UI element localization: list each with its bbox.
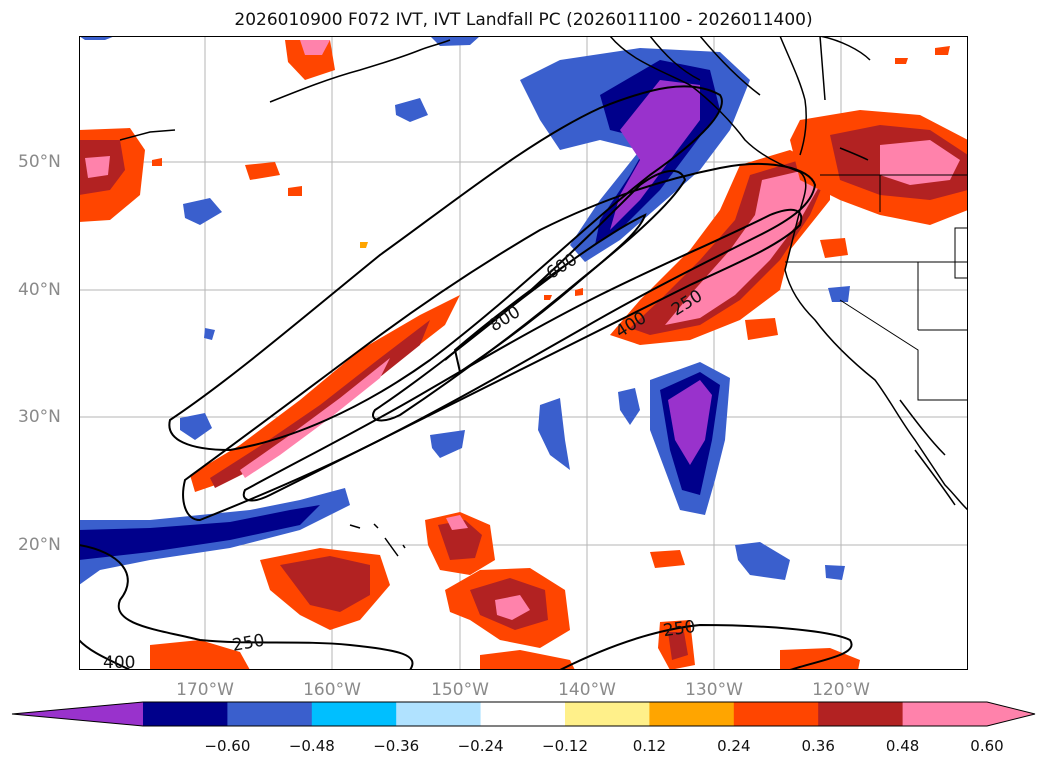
lon-label-150w: 150°W: [431, 680, 489, 700]
lat-label-40n: 40°N: [18, 280, 61, 300]
contour-label-250-east: 250: [662, 617, 697, 641]
colorbar-tick-label: 0.48: [885, 737, 920, 755]
colorbar-tick-label: −0.36: [373, 737, 420, 755]
map-frame: [79, 36, 968, 670]
colorbar-tick-label: −0.48: [288, 737, 335, 755]
colorbar-tick-label: 0.12: [632, 737, 667, 755]
political-borders: [785, 174, 968, 401]
lat-label-30n: 30°N: [18, 407, 61, 427]
lat-label-50n: 50°N: [18, 152, 61, 172]
colorbar-segment: [649, 702, 735, 726]
colorbar-segment: [227, 702, 313, 726]
colorbar-extend-max: [987, 702, 1035, 726]
colorbar-segment: [311, 702, 397, 726]
colorbar-tick-label: 0.60: [970, 737, 1004, 755]
colorbar-segment: [565, 702, 650, 726]
colorbar-segment: [902, 702, 988, 726]
ivt-contours: [79, 85, 853, 670]
coastlines: [119, 36, 968, 557]
colorbar-tick-label: 0.36: [801, 737, 835, 755]
colorbar-tick-label: 0.24: [717, 737, 751, 755]
colorbar-extend-min: [12, 702, 143, 726]
lon-label-160w: 160°W: [303, 680, 361, 700]
lat-label-20n: 20°N: [18, 535, 61, 555]
colorbar-tick-label: −0.60: [204, 737, 251, 755]
lon-label-130w: 130°W: [685, 680, 743, 700]
colorbar-outline: [11, 701, 1036, 727]
lon-label-170w: 170°W: [176, 680, 234, 700]
colorbar-segment: [733, 702, 819, 726]
colorbar-segment: [818, 702, 904, 726]
lon-label-120w: 120°W: [812, 680, 870, 700]
colorbar-tick-label: −0.12: [542, 737, 588, 755]
colorbar: [11, 701, 1036, 727]
colorbar-segment: [480, 702, 566, 726]
map-title: 2026010900 F072 IVT, IVT Landfall PC (20…: [234, 10, 813, 30]
colorbar-tick-label: −0.24: [457, 737, 504, 755]
colorbar-segment: [396, 702, 482, 726]
contour-label-400-south: 400: [103, 653, 135, 673]
colorbar-segment: [143, 702, 228, 726]
lon-label-140w: 140°W: [558, 680, 616, 700]
